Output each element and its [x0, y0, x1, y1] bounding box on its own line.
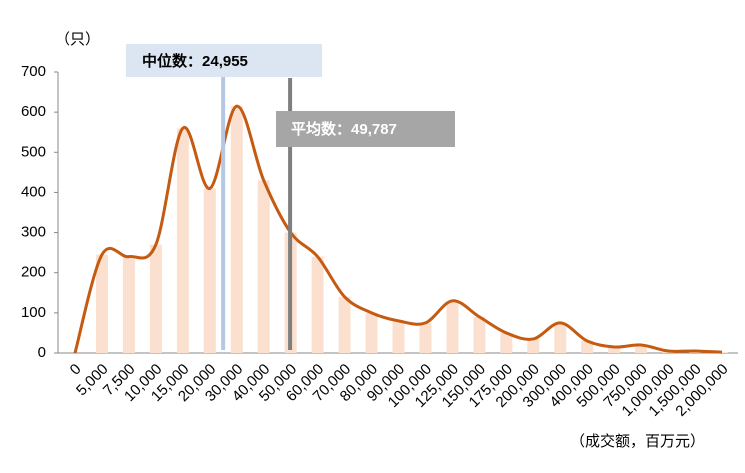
y-tick-label: 200	[21, 264, 46, 281]
mean-label: 平均数：49,787	[291, 120, 397, 138]
bar	[446, 300, 459, 353]
bar	[95, 254, 108, 353]
bar	[500, 332, 513, 353]
bar	[257, 180, 270, 353]
bar	[581, 340, 594, 353]
bar	[392, 320, 405, 353]
x-tick-label: 0	[67, 361, 85, 379]
median-label: 中位数：24,955	[142, 52, 248, 70]
bar	[176, 128, 189, 353]
bar	[635, 344, 648, 353]
y-tick-label: 600	[21, 103, 46, 120]
y-tick-label: 300	[21, 224, 46, 241]
y-tick-label: 100	[21, 304, 46, 321]
bar	[527, 338, 540, 353]
y-tick-label: 400	[21, 183, 46, 200]
bar	[203, 188, 216, 353]
y-tick-label: 0	[38, 344, 46, 361]
bar	[473, 316, 486, 353]
bar	[122, 256, 135, 353]
median-box	[126, 44, 322, 77]
y-tick-label: 700	[21, 63, 46, 80]
x-axis-label: （成交额，百万元）	[570, 432, 705, 450]
bar	[554, 322, 567, 353]
bar	[716, 352, 728, 353]
bar	[149, 244, 162, 353]
bar	[311, 256, 324, 353]
bar	[338, 296, 351, 353]
y-tick-label: 500	[21, 143, 46, 160]
bar	[419, 322, 432, 353]
y-axis-label: （只）	[55, 31, 100, 48]
mean-box	[276, 111, 455, 147]
bar	[365, 312, 378, 353]
line	[73, 104, 723, 354]
bar	[608, 346, 621, 353]
bar	[230, 106, 243, 353]
